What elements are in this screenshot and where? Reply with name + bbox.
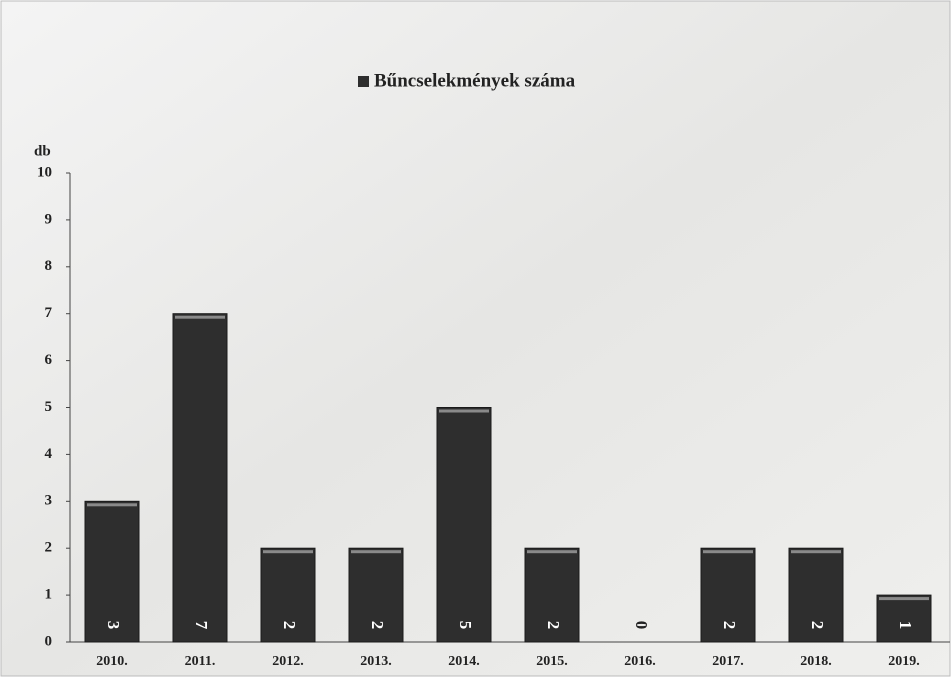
y-tick-label: 4: [45, 446, 53, 462]
legend-label: Bűncselekmények száma: [374, 70, 576, 91]
x-tick-label: 2016.: [624, 654, 656, 669]
data-label: 2: [544, 621, 563, 630]
data-label: 2: [720, 621, 739, 630]
y-tick-label: 8: [45, 258, 53, 274]
data-label: 0: [632, 621, 651, 630]
bar: [436, 407, 492, 643]
x-tick-label: 2018.: [800, 654, 832, 669]
y-tick-label: 3: [45, 493, 53, 509]
y-tick-label: 2: [45, 540, 53, 556]
data-label: 3: [104, 621, 123, 630]
data-label: 1: [896, 621, 915, 630]
bar: [524, 547, 580, 643]
x-tick-label: 2015.: [536, 654, 568, 669]
x-tick-label: 2014.: [448, 654, 480, 669]
bar-highlight: [87, 503, 137, 507]
x-tick-label: 2013.: [360, 654, 392, 669]
bar: [876, 594, 932, 643]
bar: [700, 547, 756, 643]
x-tick-label: 2011.: [185, 654, 216, 669]
x-tick-label: 2010.: [96, 654, 128, 669]
x-tick-label: 2017.: [712, 654, 744, 669]
y-tick-label: 9: [45, 211, 53, 227]
bar: [348, 547, 404, 643]
bar-highlight: [791, 550, 841, 554]
y-tick-label: 5: [45, 399, 53, 415]
y-tick-label: 1: [45, 587, 53, 603]
y-tick-label: 10: [37, 164, 52, 180]
bar: [84, 500, 140, 643]
bar: [172, 313, 228, 643]
bar-highlight: [351, 550, 401, 554]
data-label: 5: [456, 621, 475, 630]
data-label: 2: [368, 621, 387, 630]
bar-highlight: [879, 597, 929, 601]
bar-highlight: [527, 550, 577, 554]
y-tick-label: 0: [45, 633, 53, 649]
bar: [260, 547, 316, 643]
y-axis-label: db: [34, 143, 51, 159]
x-tick-label: 2012.: [272, 654, 304, 669]
bar: [788, 547, 844, 643]
bar-highlight: [175, 315, 225, 319]
y-tick-label: 6: [45, 352, 53, 368]
y-tick-label: 7: [45, 305, 53, 321]
data-label: 7: [192, 621, 211, 630]
bar-highlight: [263, 550, 313, 554]
bar-highlight: [439, 409, 489, 413]
data-label: 2: [808, 621, 827, 630]
legend-swatch: [358, 76, 369, 87]
data-label: 2: [280, 621, 299, 630]
x-tick-label: 2019.: [888, 654, 920, 669]
bar-highlight: [703, 550, 753, 554]
